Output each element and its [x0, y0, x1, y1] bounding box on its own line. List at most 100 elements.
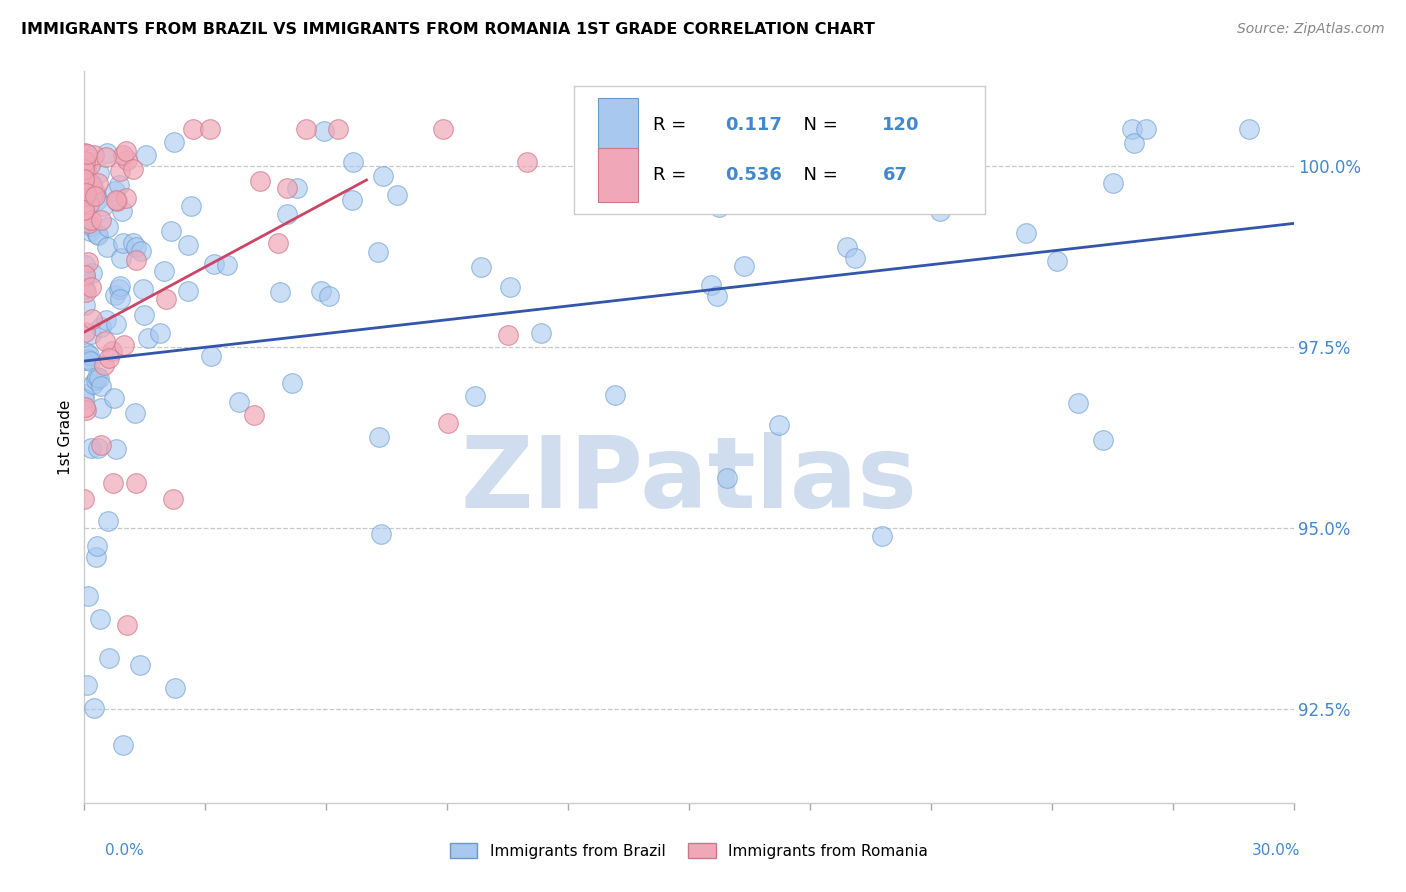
Point [367, 244, 389, 259]
Text: R =: R = [652, 116, 692, 134]
Point [153, 264, 176, 278]
Point [115, 144, 138, 158]
Point [75, 188, 97, 202]
Point [77, 255, 100, 269]
Point [87, 371, 110, 385]
Point [111, 147, 134, 161]
Point [125, 240, 148, 254]
Point [294, 122, 316, 136]
Point [312, 124, 335, 138]
Point [83, 185, 105, 199]
Point [104, 318, 127, 332]
Point [1067, 396, 1090, 410]
Point [80, 312, 103, 326]
Point [870, 528, 893, 542]
Point [86, 539, 108, 553]
Point [1046, 254, 1069, 268]
Point [79, 158, 101, 172]
Point [124, 406, 146, 420]
Point [136, 331, 159, 345]
Point [75, 281, 97, 295]
Y-axis label: 1st Grade: 1st Grade [58, 400, 73, 475]
Point [103, 392, 125, 406]
Point [79, 176, 101, 190]
Legend: Immigrants from Brazil, Immigrants from Romania: Immigrants from Brazil, Immigrants from … [444, 837, 934, 864]
Point [76, 345, 98, 359]
Point [96, 145, 118, 160]
Point [499, 280, 522, 294]
Point [87, 166, 110, 180]
Point [200, 122, 222, 136]
Point [73, 172, 96, 186]
Point [181, 122, 204, 136]
Point [242, 409, 264, 423]
Point [326, 122, 349, 136]
Point [340, 194, 363, 208]
Point [83, 185, 105, 199]
Point [73, 268, 96, 283]
Text: Source: ZipAtlas.com: Source: ZipAtlas.com [1237, 22, 1385, 37]
Text: N =: N = [792, 116, 844, 134]
Point [104, 193, 127, 207]
Point [98, 351, 121, 366]
Point [73, 175, 96, 189]
Point [97, 514, 120, 528]
Point [1121, 122, 1143, 136]
Point [129, 657, 152, 672]
Point [89, 612, 111, 626]
Point [149, 326, 172, 340]
Point [76, 147, 98, 161]
Point [706, 289, 728, 303]
Point [80, 213, 103, 227]
Point [530, 326, 553, 340]
Point [432, 122, 454, 136]
FancyBboxPatch shape [599, 147, 638, 202]
Point [1135, 122, 1157, 136]
Point [86, 369, 108, 384]
Point [202, 257, 225, 271]
Point [1015, 226, 1038, 240]
Point [110, 279, 132, 293]
Point [160, 224, 183, 238]
Point [115, 191, 138, 205]
Point [73, 184, 96, 198]
Point [121, 161, 143, 176]
Point [80, 178, 103, 193]
Point [700, 277, 723, 292]
Point [84, 550, 107, 565]
Point [131, 244, 153, 259]
Point [73, 387, 96, 401]
Point [165, 681, 187, 695]
Point [108, 282, 131, 296]
Point [96, 240, 118, 254]
Point [1237, 122, 1260, 136]
Text: R =: R = [652, 166, 692, 184]
Point [73, 325, 96, 339]
Point [111, 204, 134, 219]
Point [716, 470, 738, 484]
Point [135, 148, 157, 162]
Point [155, 293, 177, 307]
Text: 0.117: 0.117 [725, 116, 782, 134]
Text: ZIPatlas: ZIPatlas [461, 433, 917, 530]
Point [73, 492, 96, 507]
FancyBboxPatch shape [574, 86, 986, 214]
Point [177, 238, 200, 252]
Point [929, 204, 952, 219]
Text: IMMIGRANTS FROM BRAZIL VS IMMIGRANTS FROM ROMANIA 1ST GRADE CORRELATION CHART: IMMIGRANTS FROM BRAZIL VS IMMIGRANTS FRO… [21, 22, 875, 37]
Point [77, 590, 100, 604]
Point [117, 618, 139, 632]
Point [733, 260, 755, 274]
Point [97, 220, 120, 235]
Point [215, 258, 238, 272]
Point [87, 441, 110, 455]
Text: 0.536: 0.536 [725, 166, 782, 184]
Point [104, 288, 127, 302]
Point [496, 328, 519, 343]
Point [73, 268, 96, 283]
Point [83, 700, 105, 714]
Point [73, 352, 96, 367]
Point [1091, 434, 1114, 448]
Point [125, 475, 148, 490]
Point [75, 154, 97, 169]
